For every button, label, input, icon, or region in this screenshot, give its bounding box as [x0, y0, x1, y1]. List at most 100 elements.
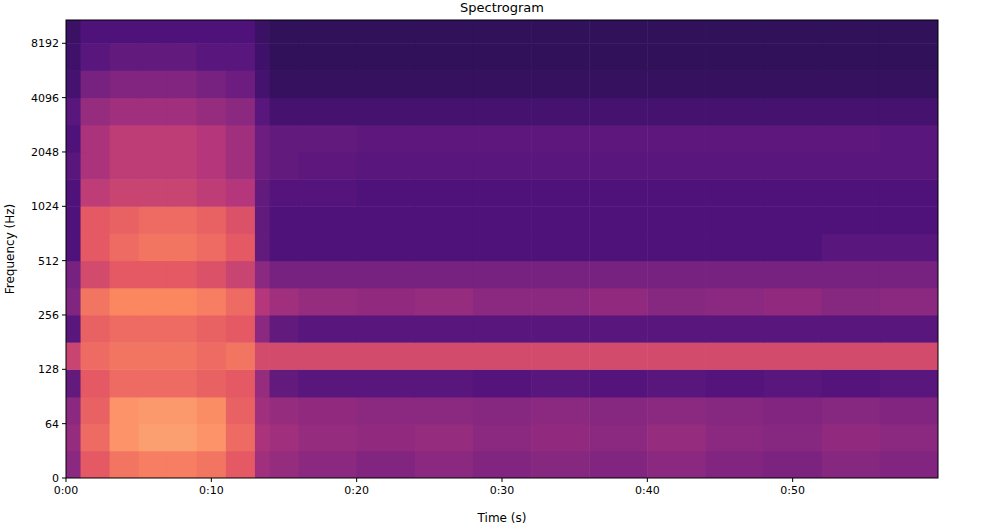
cell — [880, 179, 938, 207]
cell — [473, 152, 532, 180]
chart: 0:000:100:200:300:400:500641282565121024… — [0, 0, 994, 525]
y-tick-label: 1024 — [31, 200, 59, 213]
cell — [764, 125, 823, 153]
cell — [66, 179, 81, 207]
cell — [168, 206, 198, 234]
y-axis-label: Frequency (Hz) — [3, 204, 17, 295]
cell — [705, 288, 764, 316]
cell — [139, 397, 169, 424]
cell — [269, 125, 299, 153]
cell — [357, 206, 416, 234]
cell — [197, 397, 227, 424]
cell — [357, 179, 416, 207]
cell — [110, 342, 140, 370]
cell — [197, 98, 227, 126]
cell — [197, 288, 227, 316]
cell — [880, 342, 938, 370]
cell — [589, 233, 648, 261]
cell — [822, 20, 881, 44]
cell — [357, 369, 416, 397]
cell — [197, 43, 227, 71]
cell — [822, 125, 881, 153]
cell — [415, 206, 474, 234]
cell — [299, 288, 358, 316]
cell — [647, 451, 706, 478]
cell — [299, 20, 358, 44]
y-tick — [62, 206, 66, 207]
cell — [822, 233, 881, 261]
cell — [589, 451, 648, 478]
cell — [110, 233, 140, 261]
cell — [357, 288, 416, 316]
cell — [226, 98, 256, 126]
cell — [473, 125, 532, 153]
cell — [589, 342, 648, 370]
cell — [299, 206, 358, 234]
cell — [880, 397, 938, 424]
cell — [880, 125, 938, 153]
cell — [531, 233, 590, 261]
cell — [822, 43, 881, 71]
cell — [110, 261, 140, 289]
cell — [81, 342, 111, 370]
cell — [764, 288, 823, 316]
cell — [110, 451, 140, 478]
cell — [81, 20, 111, 44]
cell — [357, 261, 416, 289]
cell — [168, 288, 198, 316]
cell — [168, 152, 198, 180]
cell — [531, 20, 590, 44]
x-tick — [66, 478, 67, 482]
cell — [415, 369, 474, 397]
cell — [269, 451, 299, 478]
cell — [705, 369, 764, 397]
cell — [822, 261, 881, 289]
cell — [822, 70, 881, 98]
cell — [531, 424, 590, 452]
cell — [647, 261, 706, 289]
cell — [255, 152, 270, 180]
cell — [226, 233, 256, 261]
frame — [66, 20, 938, 478]
cell — [822, 397, 881, 424]
cell — [255, 288, 270, 316]
cell — [647, 206, 706, 234]
cell — [197, 315, 227, 343]
cell — [473, 98, 532, 126]
cell — [357, 342, 416, 370]
cell — [531, 451, 590, 478]
cell — [357, 125, 416, 153]
cell — [705, 261, 764, 289]
cell — [255, 397, 270, 424]
cell — [880, 43, 938, 71]
y-tick — [62, 369, 66, 370]
cells — [66, 20, 938, 478]
cell — [357, 20, 416, 44]
cell — [226, 179, 256, 207]
x-tick-label: 0:20 — [344, 484, 369, 497]
cell — [255, 342, 270, 370]
cell — [705, 206, 764, 234]
cell — [226, 288, 256, 316]
cell — [705, 315, 764, 343]
title: Spectrogram — [460, 0, 544, 15]
cell — [139, 20, 169, 44]
cell — [473, 424, 532, 452]
cell — [139, 233, 169, 261]
cell — [255, 206, 270, 234]
cell — [255, 20, 270, 44]
cell — [81, 206, 111, 234]
cell — [226, 206, 256, 234]
cell — [197, 233, 227, 261]
cell — [415, 397, 474, 424]
cell — [110, 43, 140, 71]
cell — [764, 233, 823, 261]
cell — [110, 397, 140, 424]
y-tick — [62, 260, 66, 261]
cell — [764, 315, 823, 343]
cell — [531, 206, 590, 234]
y-tick-label: 256 — [38, 309, 59, 322]
cell — [299, 397, 358, 424]
cell — [589, 179, 648, 207]
cell — [269, 98, 299, 126]
